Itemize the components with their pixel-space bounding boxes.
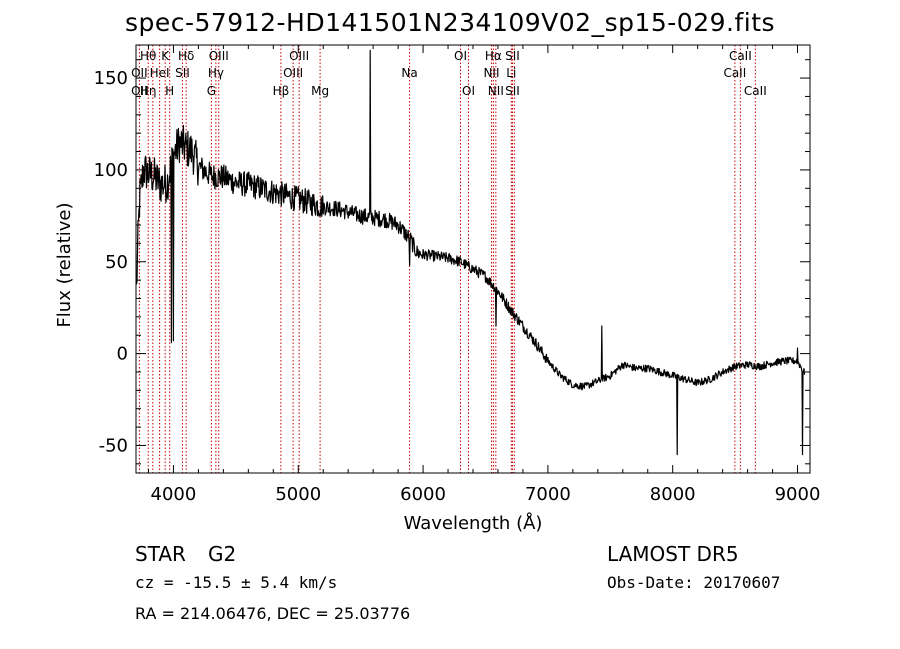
chart-title: spec-57912-HD141501N234109V02_sp15-029.f… <box>124 8 776 37</box>
line-marker-labels: OIIOIIHθHηHeIKHSIIHδGHγOIIIHβOIIIOIIIMgN… <box>131 49 767 98</box>
line-marker-label: Hβ <box>273 84 290 98</box>
line-marker-label: Na <box>401 66 417 80</box>
line-marker-label: OIII <box>209 49 229 63</box>
line-marker-label: OIII <box>289 49 309 63</box>
line-marker-label: Mg <box>311 84 329 98</box>
x-tick-label: 4000 <box>151 484 197 505</box>
axes <box>135 44 811 474</box>
x-tick-label: 5000 <box>275 484 321 505</box>
line-marker-label: H <box>165 84 174 98</box>
line-marker-label: Hδ <box>178 49 194 63</box>
x-axis-label: Wavelength (Å) <box>404 512 543 534</box>
obs-date: Obs-Date: 20170607 <box>607 573 781 592</box>
x-tick-label: 8000 <box>650 484 696 505</box>
line-marker-label: OII <box>131 84 148 98</box>
x-tick-label: 9000 <box>775 484 821 505</box>
line-marker-label: NII <box>488 84 504 98</box>
y-tick-label: 150 <box>94 68 128 89</box>
line-marker-label: OII <box>131 66 148 80</box>
line-marker-label: K <box>161 49 170 63</box>
x-tick-label: 7000 <box>525 484 571 505</box>
line-marker-label: Hγ <box>208 66 224 80</box>
line-marker-label: CaII <box>729 49 752 63</box>
y-tick-label: 0 <box>117 344 128 365</box>
line-marker-label: Hα <box>485 49 502 63</box>
coordinates: RA = 214.06476, DEC = 25.03776 <box>135 604 411 623</box>
line-marker-label: SII <box>505 49 520 63</box>
y-axis-label: Flux (relative) <box>54 202 75 327</box>
y-tick-label: 100 <box>94 160 128 181</box>
x-tick-label: 6000 <box>400 484 446 505</box>
line-marker-label: Li <box>506 66 516 80</box>
line-marker-label: CaII <box>723 66 746 80</box>
line-marker-label: SII <box>505 84 520 98</box>
y-tick-label: 50 <box>105 252 128 273</box>
spectrum-line <box>135 49 806 456</box>
axis-ticks: 4000 5000 6000 7000 8000 9000 -50 0 50 100 150 <box>94 45 821 505</box>
line-marker-label: G <box>207 84 216 98</box>
spectrum-series <box>135 49 806 456</box>
line-marker-label: OI <box>454 49 467 63</box>
object-subclass: G2 <box>208 542 237 566</box>
plot-frame <box>135 44 811 474</box>
redshift-readout: cz = -15.5 ± 5.4 km/s <box>135 573 338 592</box>
line-marker-label: CaII <box>744 84 767 98</box>
object-class: STAR <box>135 542 186 566</box>
line-marker-label: Hη <box>140 84 157 98</box>
line-marker-label: NII <box>483 66 499 80</box>
line-marker-label: HeI <box>150 66 170 80</box>
survey-label: LAMOST DR5 <box>607 542 739 566</box>
line-marker-label: Hθ <box>140 49 156 63</box>
line-marker-label: OI <box>462 84 475 98</box>
y-tick-label: -50 <box>99 435 128 456</box>
line-marker-label: SII <box>175 66 190 80</box>
line-marker-label: OIII <box>283 66 303 80</box>
